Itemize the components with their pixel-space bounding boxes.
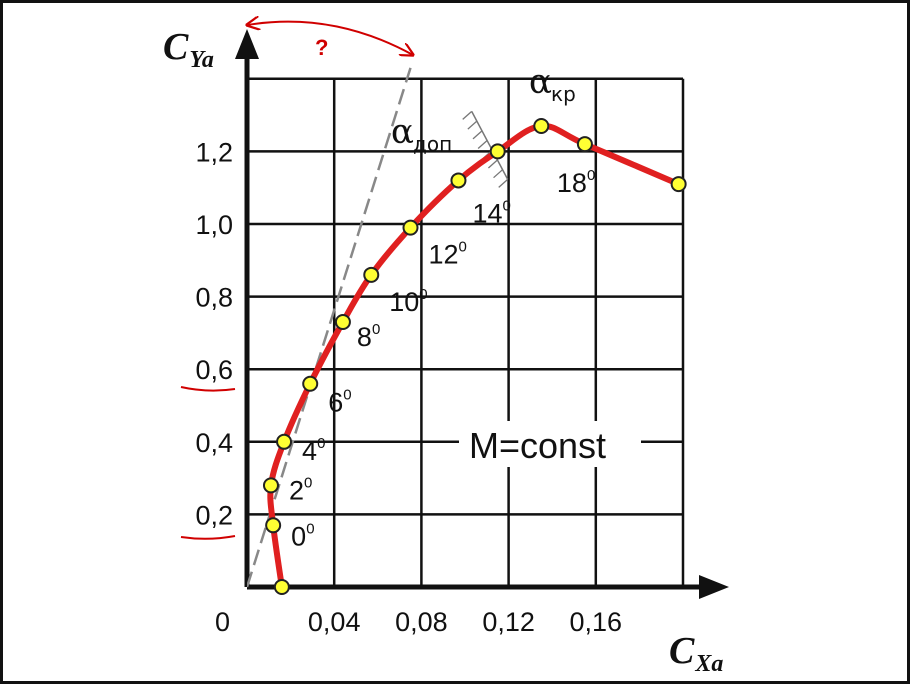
data-point-0 — [273, 579, 290, 595]
angle-label-2: 40 — [302, 435, 325, 466]
alpha-dop-label: α доп — [391, 112, 452, 156]
x-tick-labels: 0,04 0,08 0,12 0,16 — [308, 607, 622, 637]
angle-label-4: 80 — [357, 321, 380, 352]
data-point-4 — [302, 375, 319, 392]
x-tick-label-2: 0,12 — [482, 607, 535, 637]
data-point-5 — [334, 314, 351, 331]
origin-label: 0 — [215, 607, 230, 637]
red-annotations: ? — [180, 22, 413, 540]
polar-curve — [267, 122, 682, 590]
hatch-stroke-5 — [487, 159, 498, 169]
grid — [247, 77, 685, 587]
polar-chart: 0,04 0,08 0,12 0,16 0,2 0,4 0,6 0,8 1,0 1,2 00 20… — [163, 3, 729, 677]
underline-0-6 — [180, 386, 236, 392]
x-tick-label-0: 0,04 — [308, 607, 361, 637]
data-point-9 — [489, 143, 506, 160]
svg-text:M=const: M=const — [469, 425, 606, 466]
x-axis-title: CXa — [669, 630, 723, 677]
alpha-kr-label: α кр — [529, 62, 576, 106]
data-point-8 — [450, 172, 467, 189]
angle-label-0: 00 — [291, 520, 314, 551]
y-axis-arrow — [235, 29, 259, 59]
y-tick-label-5: 1,2 — [195, 137, 233, 167]
data-point-11 — [576, 136, 593, 153]
y-tick-labels: 0,2 0,4 0,6 0,8 1,0 1,2 — [195, 137, 233, 530]
data-point-1 — [265, 517, 282, 534]
y-tick-label-1: 0,4 — [195, 428, 233, 458]
y-axis-title: CYa — [163, 26, 214, 73]
data-point-12 — [670, 176, 687, 193]
hatch-stroke-7 — [498, 178, 509, 188]
angle-label-7: 140 — [472, 197, 510, 228]
hatch-stroke-1 — [467, 120, 478, 130]
data-point-7 — [402, 219, 419, 236]
axes — [235, 29, 729, 599]
data-point-2 — [262, 477, 279, 494]
svg-text:α: α — [391, 112, 414, 152]
hatch-stroke-6 — [493, 169, 503, 179]
y-tick-label-2: 0,6 — [195, 355, 233, 385]
y-tick-label-3: 0,8 — [195, 283, 233, 313]
hatch-base — [471, 111, 509, 180]
hatch-stroke-3 — [477, 140, 488, 150]
hatch-stroke-0 — [462, 110, 473, 120]
data-point-3 — [276, 433, 293, 450]
question-mark: ? — [315, 35, 328, 60]
svg-text:α: α — [529, 62, 552, 102]
y-tick-label-0: 0,2 — [195, 500, 233, 530]
data-point-6 — [363, 266, 380, 283]
angle-label-6: 120 — [429, 239, 467, 270]
data-points — [262, 117, 687, 595]
angle-label-8: 180 — [557, 167, 595, 198]
y-tick-label-4: 1,0 — [195, 210, 233, 240]
red-arc-arrow — [247, 22, 413, 55]
angle-label-1: 20 — [289, 474, 312, 505]
svg-text:доп: доп — [413, 132, 452, 156]
x-tick-label-3: 0,16 — [570, 607, 623, 637]
data-point-10 — [533, 117, 550, 134]
x-axis-arrow — [699, 575, 729, 599]
underline-0-2 — [180, 535, 236, 540]
mach-label: M=const — [459, 421, 641, 467]
angle-label-3: 60 — [328, 387, 351, 418]
svg-text:кр: кр — [551, 82, 576, 106]
angle-label-5: 100 — [389, 286, 427, 317]
x-tick-label-1: 0,08 — [395, 607, 448, 637]
hatch-stroke-2 — [472, 130, 483, 140]
